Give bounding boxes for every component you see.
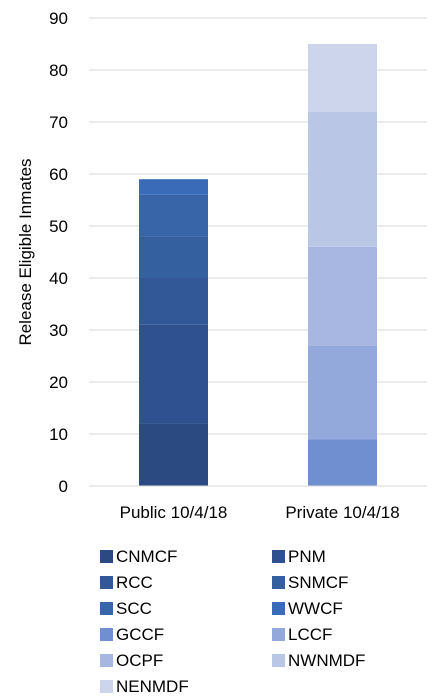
legend-item: NWNMDF [272,649,430,672]
y-tick-label: 40 [49,269,68,288]
bar-segment [139,194,208,237]
x-tick-label: Public 10/4/18 [120,503,228,522]
bar-segment [308,44,377,112]
legend-item: RCC [100,571,272,594]
bar-segment [308,246,377,346]
legend-swatch [100,550,113,563]
legend-item: CNMCF [100,545,272,568]
legend-item: GCCF [100,623,272,646]
legend-swatch [272,576,285,589]
legend-item: WWCF [272,597,430,620]
legend-swatch [272,654,285,667]
legend-label: SNMCF [288,572,349,592]
legend-swatch [272,550,285,563]
legend: CNMCF PNM RCC SNMCF SCC WWCF GCCF LCCF OCPF NWNMD… [100,545,430,698]
bar-segment [139,324,208,424]
y-tick-label: 20 [49,373,68,392]
legend-label: LCCF [288,624,333,644]
y-tick-label: 90 [49,9,68,28]
bar-segment [139,423,208,486]
legend-swatch [100,628,113,641]
bar-segment [139,278,208,325]
legend-swatch [100,602,113,615]
legend-label: WWCF [288,598,343,618]
legend-label: GCCF [116,624,165,644]
legend-swatch [100,576,113,589]
y-tick-label: 70 [49,113,68,132]
legend-label: RCC [116,572,153,592]
x-axis-tick-labels: Public 10/4/18 Private 10/4/18 [120,503,400,522]
y-axis-label: Release Eligible Inmates [16,158,35,345]
y-tick-label: 10 [49,425,68,444]
y-tick-label: 60 [49,165,68,184]
legend-item: PNM [272,545,430,568]
y-tick-label: 50 [49,217,68,236]
bar-segment [139,236,208,278]
bars [139,44,377,486]
bar-segment [308,439,377,486]
y-tick-label: 0 [59,477,68,496]
legend-swatch [100,654,113,667]
bar-segment [308,345,377,440]
legend-item: SNMCF [272,571,430,594]
legend-swatch [272,628,285,641]
legend-label: NENMDF [116,676,189,696]
legend-label: PNM [288,546,326,566]
legend-item: LCCF [272,623,430,646]
legend-label: OCPF [116,650,164,670]
legend-label: NWNMDF [288,650,366,670]
legend-item: NENMDF [100,675,272,698]
x-tick-label: Private 10/4/18 [285,503,399,522]
y-tick-label: 80 [49,61,68,80]
legend-item: OCPF [100,649,272,672]
legend-label: CNMCF [116,546,178,566]
y-tick-label: 30 [49,321,68,340]
legend-swatch [100,680,113,693]
legend-swatch [272,602,285,615]
legend-item: SCC [100,597,272,620]
stacked-bar-chart: 0 10 20 30 40 50 60 70 80 90 Public 10/4/18 Privat… [16,9,427,522]
bar-segment [139,179,208,195]
y-axis-tick-labels: 0 10 20 30 40 50 60 70 80 90 [49,9,68,496]
bar-segment [308,111,377,247]
legend-label: SCC [116,598,152,618]
